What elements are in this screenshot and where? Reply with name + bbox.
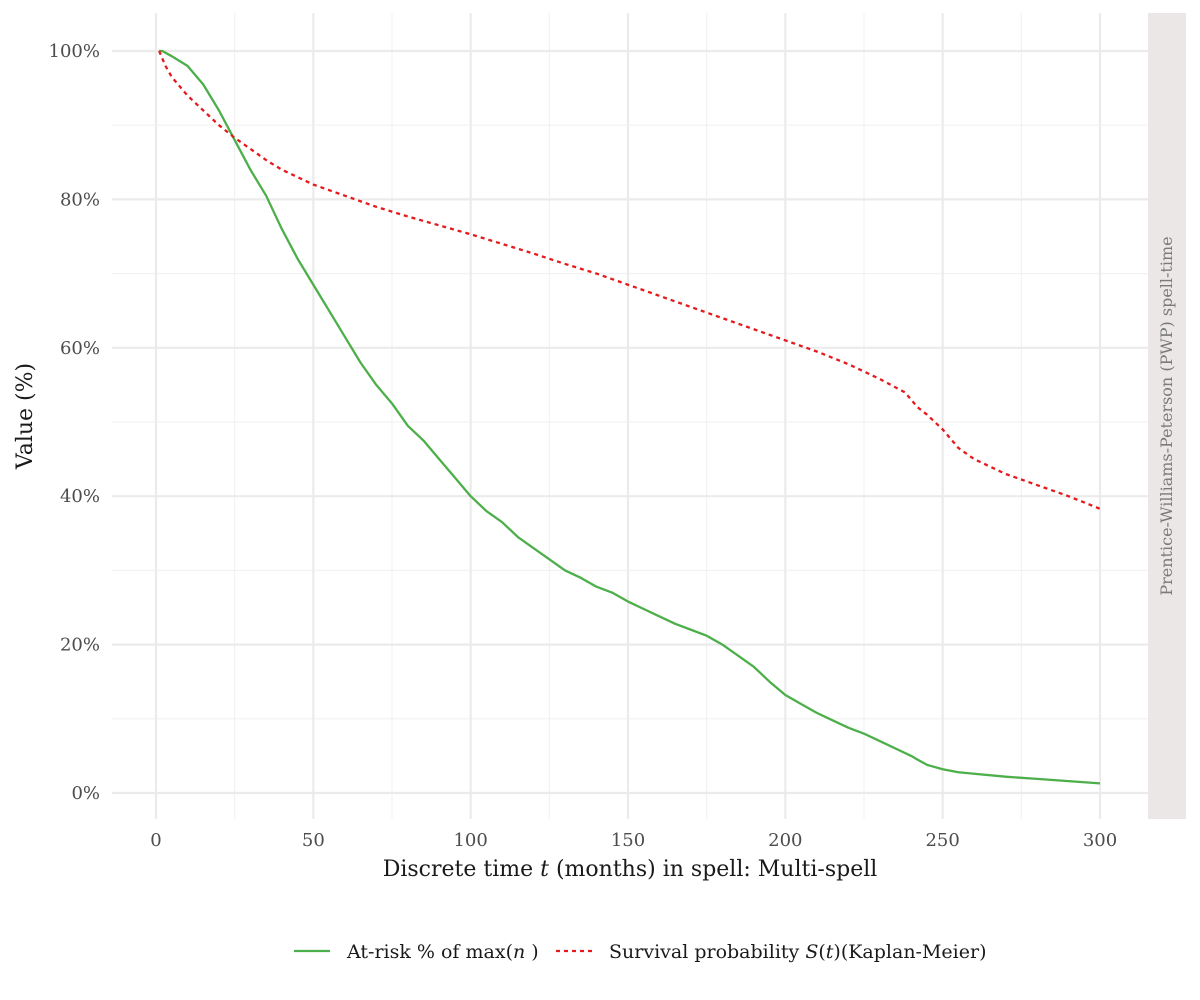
y-axis-title: Value (%)	[13, 363, 38, 470]
legend-label-survival: Survival probability S(t)(Kaplan-Meier)	[609, 941, 987, 963]
facet-strip	[1148, 13, 1186, 819]
legend-label-atrisk: At-risk % of max(n )	[346, 941, 539, 963]
y-tick-label: 0%	[71, 783, 100, 804]
y-tick-label: 80%	[60, 189, 100, 210]
series-line-survival	[158, 50, 1101, 510]
y-tick-label: 100%	[49, 41, 100, 62]
minor-gridlines	[112, 13, 1148, 819]
x-tick-label: 100	[453, 830, 487, 851]
x-axis-title: Discrete time t (months) in spell: Multi…	[383, 857, 878, 882]
y-tick-label: 40%	[60, 486, 100, 507]
x-tick-label: 250	[925, 830, 959, 851]
y-tick-label: 20%	[60, 635, 100, 656]
legend: At-risk % of max(n ) Survival probabilit…	[294, 941, 987, 963]
series-line-atrisk	[159, 49, 1101, 785]
y-tick-labels: 0% 20% 40% 60% 80% 100%	[49, 41, 100, 804]
x-tick-label: 300	[1083, 830, 1117, 851]
x-tick-label: 150	[611, 830, 645, 851]
series-layer	[158, 49, 1101, 785]
x-tick-labels: 0 50 100 150 200 250 300	[150, 830, 1117, 851]
facet-label: Prentice-Williams-Peterson (PWP) spell-t…	[1157, 236, 1176, 595]
x-tick-label: 0	[150, 830, 161, 851]
y-tick-label: 60%	[60, 338, 100, 359]
x-tick-label: 50	[302, 830, 325, 851]
x-tick-label: 200	[768, 830, 802, 851]
major-gridlines	[112, 13, 1148, 819]
